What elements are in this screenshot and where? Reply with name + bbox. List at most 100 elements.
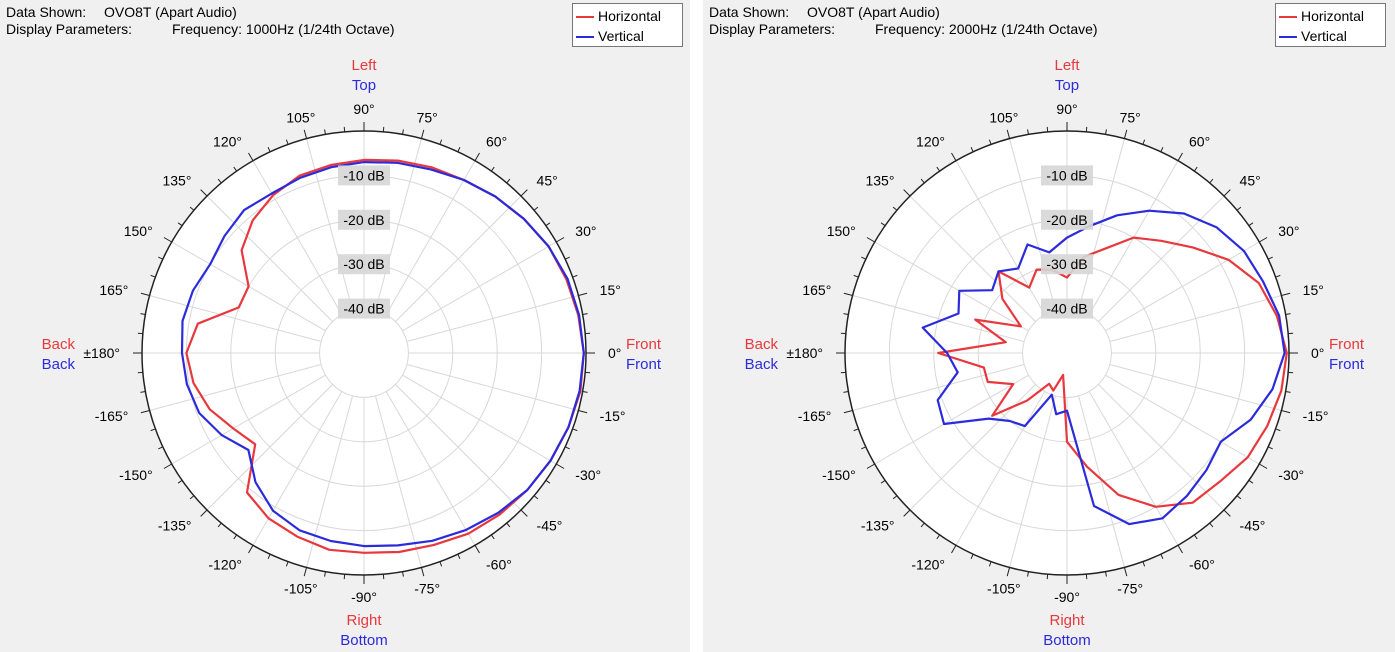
angle-label: 90° (1056, 101, 1077, 117)
angle-tick (1142, 561, 1146, 567)
data-shown-value: OVO8T (Apart Audio) (807, 4, 940, 20)
angle-tick (951, 152, 957, 161)
direction-label-bottom: Right (346, 612, 382, 629)
angle-tick (920, 178, 925, 184)
legend-swatch-vertical (576, 36, 594, 39)
polar-panel-1000hz: Data Shown: OVO8T (Apart Audio) Display P… (0, 0, 690, 652)
legend-item-vertical[interactable]: Vertical (576, 26, 682, 46)
legend-item-vertical[interactable]: Vertical (1279, 26, 1385, 46)
angle-label: -165° (798, 408, 832, 424)
angle-label: -60° (1189, 556, 1215, 572)
angle-tick (564, 256, 570, 260)
db-label: -30 dB (343, 256, 384, 272)
angle-tick (572, 428, 578, 432)
angle-label: 120° (916, 134, 945, 150)
angle-tick (861, 446, 867, 450)
grid-spoke (852, 364, 1025, 411)
angle-tick (1236, 495, 1242, 500)
angle-tick (843, 292, 853, 297)
angle-tick (420, 567, 425, 577)
angle-tick (920, 522, 925, 528)
angle-tick (189, 495, 195, 500)
angle-label: -120° (208, 556, 242, 572)
angle-tick (1027, 571, 1029, 577)
legend: Horizontal Vertical (1275, 3, 1386, 47)
angle-tick (200, 509, 208, 517)
angle-tick (1177, 152, 1183, 161)
angle-label: -60° (486, 556, 512, 572)
angle-tick (1285, 391, 1291, 393)
angle-label: 120° (213, 134, 242, 150)
direction-label-bottom: Bottom (340, 632, 388, 649)
data-shown-label: Data Shown: (6, 4, 87, 20)
legend-item-horizontal[interactable]: Horizontal (1279, 6, 1385, 26)
angle-tick (457, 553, 461, 559)
angle-label: 45° (1240, 172, 1261, 188)
legend-swatch-vertical (1279, 36, 1297, 39)
db-label-bg (338, 254, 390, 275)
angle-tick (861, 256, 867, 260)
angle-tick (490, 534, 495, 540)
db-label-bg (338, 298, 390, 319)
grid-spoke (1009, 395, 1056, 568)
angle-tick (843, 391, 849, 393)
grid-spoke (406, 295, 579, 342)
grid-spoke (406, 364, 579, 411)
angle-tick (1177, 545, 1183, 554)
legend-label-horizontal: Horizontal (1301, 8, 1365, 24)
angle-tick (474, 152, 480, 161)
angle-tick (1105, 129, 1107, 135)
angle-tick (556, 463, 565, 469)
angle-tick (248, 152, 254, 161)
angle-tick (556, 237, 565, 243)
angle-label: 30° (575, 223, 596, 239)
grid-spoke (1009, 138, 1056, 311)
grid-spoke (206, 195, 333, 322)
angle-tick (520, 189, 528, 197)
angle-tick (582, 391, 588, 393)
angle-tick (267, 553, 271, 559)
angle-label: -75° (414, 581, 440, 597)
grid-spoke (402, 374, 557, 465)
legend-item-horizontal[interactable]: Horizontal (576, 6, 682, 26)
angle-label: 105° (989, 109, 1018, 125)
db-label-bg (1041, 165, 1093, 186)
angle-tick (892, 206, 898, 211)
angle-tick (1259, 463, 1268, 469)
direction-label-right: Front (626, 356, 662, 373)
angle-tick (533, 495, 539, 500)
angle-label: 15° (600, 282, 621, 298)
angle-tick (233, 166, 238, 172)
grid-spoke (1098, 384, 1225, 511)
angle-label: 90° (353, 101, 374, 117)
db-label-bg (1041, 254, 1093, 275)
grid-spoke (252, 160, 343, 315)
series-line-horizontal (937, 236, 1288, 508)
grid-spoke (1105, 374, 1260, 465)
angle-tick (150, 274, 156, 278)
direction-label-left: Back (745, 336, 779, 353)
angle-tick (285, 139, 289, 145)
angle-label: -75° (1117, 581, 1143, 597)
angle-label: 45° (537, 172, 558, 188)
angle-tick (163, 463, 172, 469)
data-shown-label: Data Shown: (709, 4, 790, 20)
angle-tick (1027, 129, 1029, 135)
angle-label: -150° (822, 467, 856, 483)
direction-label-right: Front (626, 336, 662, 353)
db-label: -20 dB (1046, 212, 1087, 228)
angle-tick (564, 446, 570, 450)
angle-tick (158, 256, 164, 260)
db-label-bg (1041, 298, 1093, 319)
angle-tick (1105, 571, 1107, 577)
angle-label: 75° (417, 109, 438, 125)
direction-label-top: Left (1054, 57, 1080, 74)
angle-tick (843, 409, 853, 414)
angle-tick (903, 189, 911, 197)
angle-tick (545, 222, 551, 227)
angle-label: -135° (158, 518, 192, 534)
angle-tick (1281, 292, 1291, 297)
angle-tick (1236, 206, 1242, 211)
polar-plot-1000hz: -10 dB -20 dB -30 dB -40 dB 0° 15° 30° 45° 60° 75… (42, 57, 662, 649)
angle-tick (1209, 178, 1214, 184)
